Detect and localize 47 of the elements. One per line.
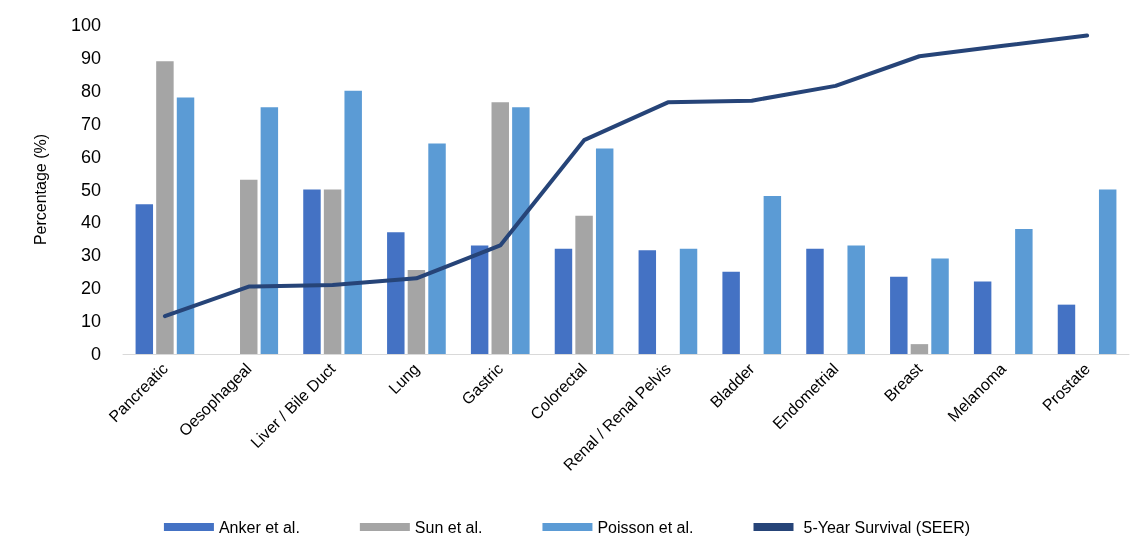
y-tick-label: 80 <box>80 80 101 101</box>
bar <box>806 248 824 354</box>
bar <box>679 248 698 354</box>
bar <box>722 271 740 354</box>
bar <box>763 196 782 354</box>
y-tick-label: 20 <box>80 278 101 299</box>
bar <box>260 107 279 354</box>
bar <box>931 258 949 354</box>
bar <box>1098 189 1117 354</box>
bar <box>890 276 908 354</box>
bar <box>847 245 865 354</box>
bar <box>638 250 657 354</box>
legend-label: Anker et al. <box>218 518 300 536</box>
bar <box>428 143 446 354</box>
y-tick-label: 0 <box>90 344 101 364</box>
bar <box>1015 228 1033 354</box>
bar <box>554 248 573 354</box>
bar <box>387 232 405 354</box>
y-tick-label: 90 <box>80 47 101 68</box>
bar <box>303 189 321 354</box>
y-axis-title: Percentage (%) <box>31 133 49 246</box>
legend-label: Sun et al. <box>414 518 483 536</box>
y-tick-label: 60 <box>80 146 101 167</box>
y-tick-label: 50 <box>80 179 101 200</box>
bar <box>240 179 258 354</box>
y-tick-label: 10 <box>80 311 101 332</box>
bar <box>156 61 174 354</box>
bar <box>176 97 195 354</box>
bar <box>1057 304 1076 354</box>
legend-label: Poisson et al. <box>597 518 694 536</box>
line-series <box>162 33 1090 319</box>
y-tick-label: 40 <box>80 212 101 233</box>
bar <box>575 215 593 354</box>
bar <box>470 245 489 354</box>
bar <box>595 148 614 354</box>
bar <box>135 204 154 354</box>
bar <box>407 270 426 354</box>
legend-label: 5-Year Survival (SEER) <box>803 518 971 536</box>
bar <box>910 344 929 354</box>
y-tick-label: 70 <box>80 113 101 134</box>
bar <box>512 107 530 354</box>
y-tick-label: 100 <box>70 15 101 35</box>
bar <box>973 281 992 354</box>
bar <box>323 189 342 354</box>
y-tick-label: 30 <box>80 245 101 266</box>
bar <box>344 90 362 354</box>
bar <box>491 102 509 354</box>
